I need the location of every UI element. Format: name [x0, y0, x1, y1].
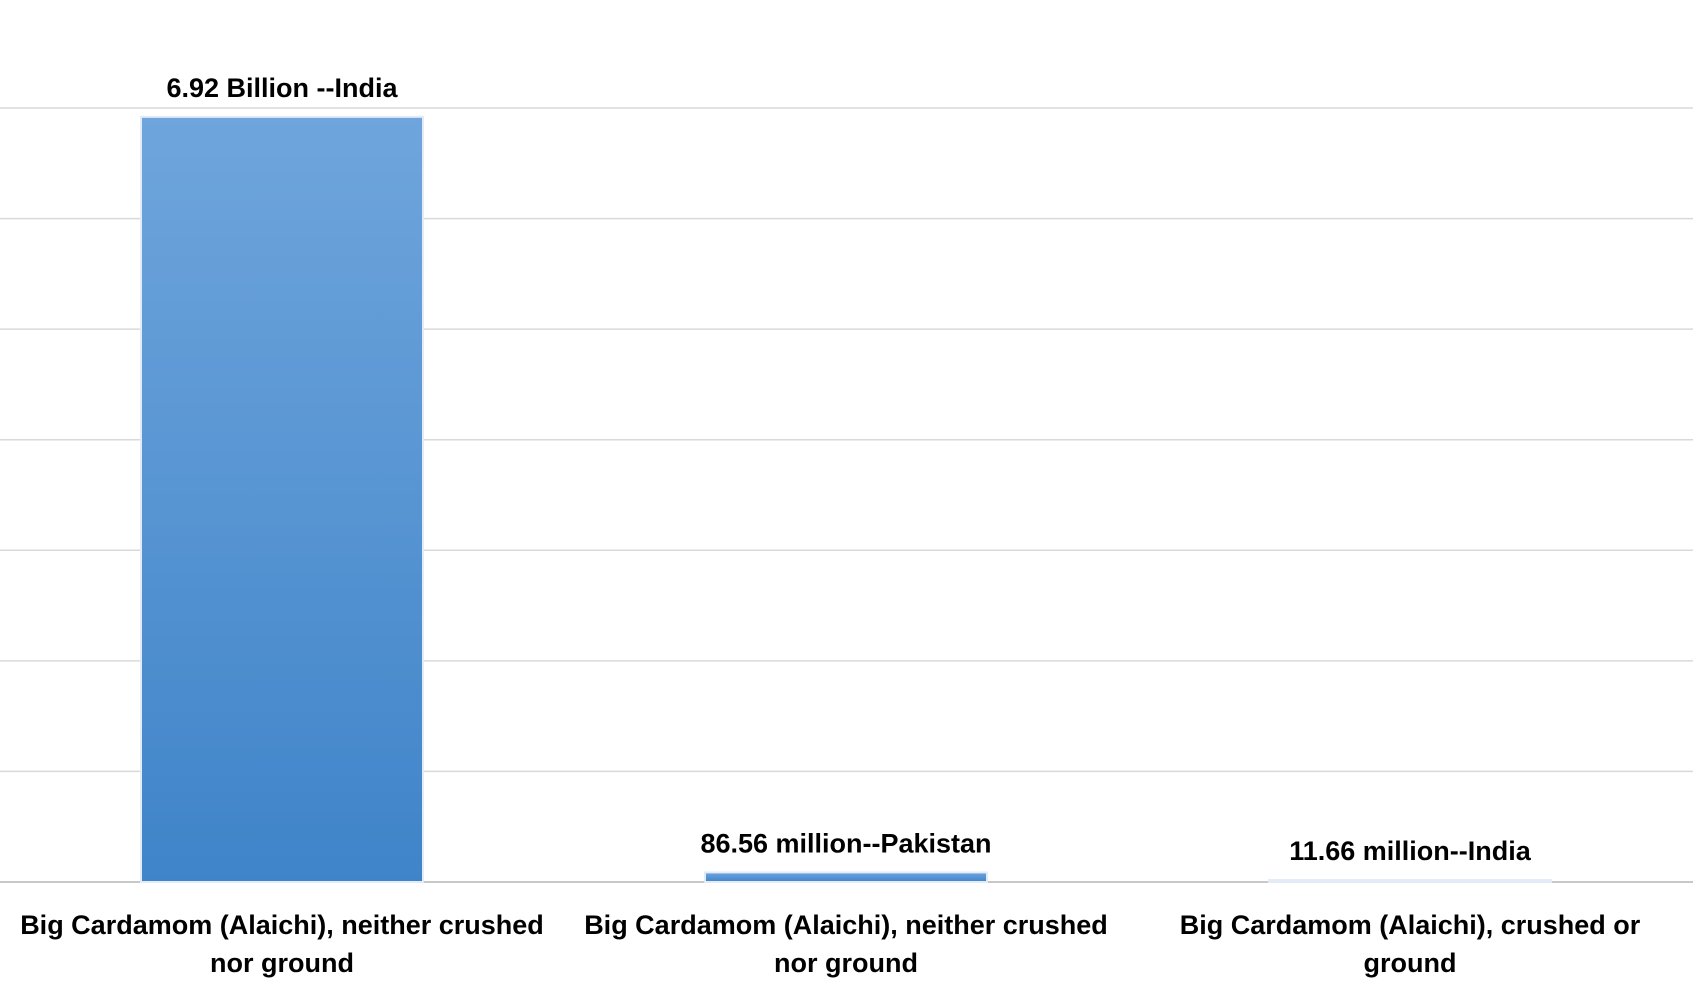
bar	[704, 871, 988, 884]
bars	[140, 115, 1552, 884]
data-label: 86.56 million--Pakistan	[700, 828, 991, 858]
bar	[140, 115, 424, 884]
bar	[1268, 879, 1552, 883]
data-labels: 6.92 Billion --India 86.56 million--Pakis…	[166, 73, 1531, 866]
category-label: Big Cardamom (Alaichi), neither crushed …	[584, 910, 1108, 978]
data-label: 11.66 million--India	[1289, 836, 1532, 866]
category-label: Big Cardamom (Alaichi), crushed or groun…	[1179, 910, 1641, 978]
category-label: Big Cardamom (Alaichi), neither crushed …	[20, 910, 544, 978]
data-label: 6.92 Billion --India	[166, 73, 398, 103]
